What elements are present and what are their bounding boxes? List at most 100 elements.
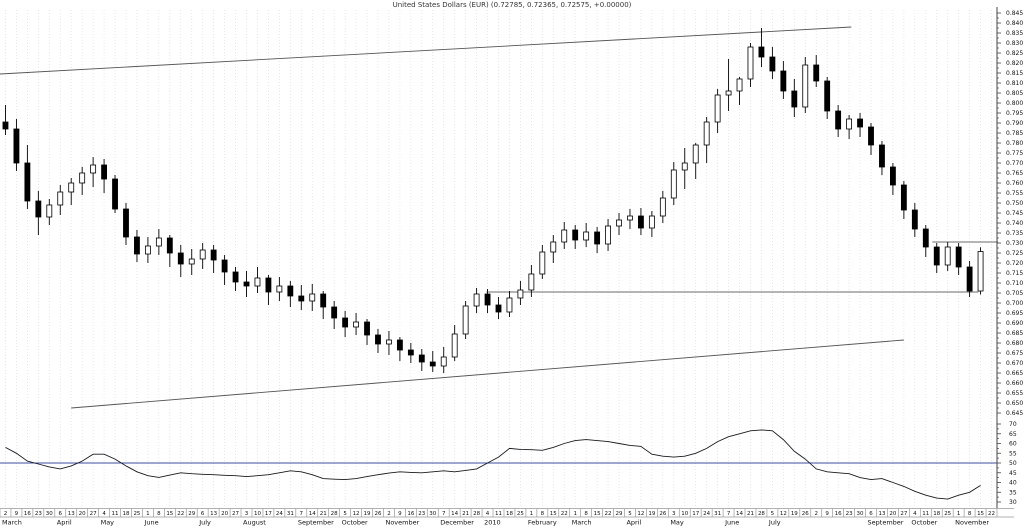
svg-text:0.685: 0.685 [1006, 330, 1023, 337]
svg-text:0.675: 0.675 [1006, 350, 1023, 357]
svg-text:19: 19 [364, 511, 371, 517]
svg-text:June: June [143, 519, 158, 527]
svg-text:0.720: 0.720 [1006, 260, 1023, 267]
svg-text:6: 6 [201, 511, 205, 517]
svg-text:19: 19 [648, 511, 655, 517]
svg-text:14: 14 [309, 511, 316, 517]
svg-text:April: April [57, 519, 72, 527]
svg-text:0.700: 0.700 [1006, 300, 1023, 307]
svg-text:9: 9 [15, 511, 19, 517]
svg-text:30: 30 [429, 511, 436, 517]
svg-text:0.820: 0.820 [1006, 60, 1023, 67]
svg-text:28: 28 [331, 511, 338, 517]
svg-text:0.775: 0.775 [1006, 150, 1023, 157]
svg-text:4: 4 [913, 511, 917, 517]
svg-text:1: 1 [957, 511, 961, 517]
svg-text:7: 7 [300, 511, 304, 517]
svg-text:28: 28 [473, 511, 480, 517]
svg-text:3: 3 [672, 511, 676, 517]
svg-text:21: 21 [747, 511, 754, 517]
svg-text:31: 31 [287, 511, 294, 517]
svg-text:24: 24 [703, 511, 710, 517]
svg-text:0.725: 0.725 [1006, 250, 1023, 257]
svg-text:11: 11 [112, 511, 119, 517]
svg-text:8: 8 [584, 511, 588, 517]
svg-text:0.845: 0.845 [1006, 10, 1023, 17]
svg-text:July: July [768, 519, 781, 527]
svg-text:26: 26 [374, 511, 381, 517]
svg-text:0.830: 0.830 [1006, 40, 1023, 47]
svg-text:0.780: 0.780 [1006, 140, 1023, 147]
svg-text:0.760: 0.760 [1006, 180, 1023, 187]
svg-text:23: 23 [35, 511, 42, 517]
svg-text:14: 14 [736, 511, 743, 517]
svg-text:20: 20 [79, 511, 86, 517]
svg-text:December: December [440, 519, 474, 527]
trendlines-and-levels [0, 26, 999, 409]
svg-text:April: April [626, 519, 641, 527]
svg-text:March: March [2, 519, 22, 527]
svg-text:35: 35 [1009, 489, 1017, 496]
svg-text:14: 14 [451, 511, 458, 517]
svg-text:25: 25 [133, 511, 140, 517]
svg-text:October: October [911, 519, 937, 527]
svg-text:0.650: 0.650 [1006, 400, 1023, 407]
svg-text:26: 26 [802, 511, 809, 517]
svg-text:22: 22 [177, 511, 184, 517]
svg-text:June: June [724, 519, 739, 527]
svg-text:12: 12 [353, 511, 360, 517]
svg-text:0.735: 0.735 [1006, 230, 1023, 237]
svg-text:0.695: 0.695 [1006, 310, 1023, 317]
svg-text:November: November [385, 519, 419, 527]
svg-text:26: 26 [659, 511, 666, 517]
svg-text:0.795: 0.795 [1006, 110, 1023, 117]
svg-text:70: 70 [1009, 421, 1017, 428]
svg-text:11: 11 [922, 511, 929, 517]
svg-text:19: 19 [791, 511, 798, 517]
svg-text:15: 15 [166, 511, 173, 517]
svg-text:May: May [670, 519, 684, 527]
svg-text:7: 7 [442, 511, 446, 517]
svg-text:0.785: 0.785 [1006, 130, 1023, 137]
svg-text:0.825: 0.825 [1006, 50, 1023, 57]
svg-text:20: 20 [889, 511, 896, 517]
svg-text:July: July [198, 519, 211, 527]
svg-text:0.655: 0.655 [1006, 390, 1023, 397]
svg-text:0.670: 0.670 [1006, 360, 1023, 367]
svg-text:65: 65 [1009, 431, 1017, 438]
svg-text:50: 50 [1009, 460, 1017, 467]
svg-text:28: 28 [758, 511, 765, 517]
svg-text:16: 16 [835, 511, 842, 517]
svg-text:22: 22 [561, 511, 568, 517]
svg-text:2: 2 [387, 511, 391, 517]
svg-text:60: 60 [1009, 441, 1017, 448]
svg-text:1: 1 [530, 511, 534, 517]
svg-text:27: 27 [900, 511, 907, 517]
svg-text:29: 29 [188, 511, 195, 517]
price-and-oscillator-axis: 0.845 0.840 0.835 0.830 0.825 0.820 0.815 0.810… [996, 7, 1023, 508]
svg-text:40: 40 [1009, 480, 1017, 487]
svg-text:2010: 2010 [484, 519, 501, 527]
svg-text:7: 7 [727, 511, 731, 517]
svg-text:9: 9 [398, 511, 402, 517]
svg-text:0.840: 0.840 [1006, 20, 1023, 27]
svg-text:17: 17 [265, 511, 272, 517]
svg-text:24: 24 [276, 511, 283, 517]
svg-text:2: 2 [4, 511, 8, 517]
svg-text:0.715: 0.715 [1006, 270, 1023, 277]
svg-text:August: August [243, 519, 266, 527]
svg-text:29: 29 [616, 511, 623, 517]
svg-text:8: 8 [541, 511, 545, 517]
svg-text:21: 21 [462, 511, 469, 517]
svg-text:September: September [868, 519, 904, 527]
svg-text:31: 31 [714, 511, 721, 517]
svg-text:0.790: 0.790 [1006, 120, 1023, 127]
svg-text:18: 18 [506, 511, 513, 517]
svg-text:9: 9 [825, 511, 829, 517]
svg-text:27: 27 [90, 511, 97, 517]
svg-text:15: 15 [977, 511, 984, 517]
svg-text:23: 23 [846, 511, 853, 517]
svg-text:13: 13 [878, 511, 885, 517]
svg-text:30: 30 [857, 511, 864, 517]
svg-text:4: 4 [486, 511, 490, 517]
